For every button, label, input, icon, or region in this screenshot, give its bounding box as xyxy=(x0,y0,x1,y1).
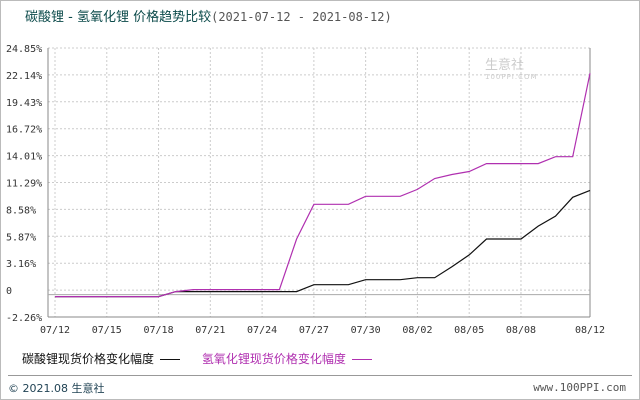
legend: 碳酸锂现货价格变化幅度 氢氧化锂现货价格变化幅度 xyxy=(22,350,372,367)
title-text: 碳酸锂 - 氢氧化锂 价格趋势比较 xyxy=(25,10,212,25)
y-tick-label: 22.14% xyxy=(6,71,42,82)
watermark-name: 生意社 xyxy=(485,58,525,73)
legend-label: 氢氧化锂现货价格变化幅度 xyxy=(201,352,346,366)
footer-copyright: © 2021.08 生意社 xyxy=(8,382,105,395)
y-tick-label: 3.16% xyxy=(6,259,36,270)
watermark-site: 100PPI.COM xyxy=(485,73,538,81)
x-tick-label: 07/30 xyxy=(351,325,381,336)
y-tick-label: 8.58% xyxy=(6,205,36,216)
footer-divider xyxy=(8,375,632,376)
y-tick-label: 0 xyxy=(6,286,12,297)
y-tick-label: 5.87% xyxy=(6,232,36,243)
series-line-1 xyxy=(55,189,591,298)
y-tick-label: 14.01% xyxy=(6,152,42,163)
x-tick-label: 07/21 xyxy=(195,325,225,336)
x-tick-label: 08/12 xyxy=(575,325,605,336)
date-range: (2021-07-12 - 2021-08-12) xyxy=(211,10,392,24)
x-tick-label: 08/08 xyxy=(506,325,536,336)
y-tick-label: 11.29% xyxy=(6,179,42,190)
y-tick-label: 19.43% xyxy=(6,98,42,109)
x-tick-label: 07/18 xyxy=(143,325,173,336)
legend-item-lithium-carbonate: 碳酸锂现货价格变化幅度 xyxy=(22,352,181,366)
chart-title: 碳酸锂 - 氢氧化锂 价格趋势比较(2021-07-12 - 2021-08-1… xyxy=(25,6,392,25)
legend-label: 碳酸锂现货价格变化幅度 xyxy=(22,352,155,366)
y-tick-label: -2.26% xyxy=(6,313,42,324)
x-tick-label: 08/02 xyxy=(402,325,432,336)
legend-swatch xyxy=(160,359,181,360)
legend-swatch xyxy=(351,359,372,360)
x-tick-label: 07/12 xyxy=(40,325,70,336)
x-tick-label: 07/15 xyxy=(92,325,122,336)
watermark-logo: 生意社 100PPI.COM xyxy=(485,54,538,81)
x-tick-label: 08/05 xyxy=(454,325,484,336)
legend-item-lithium-hydroxide: 氢氧化锂现货价格变化幅度 xyxy=(202,352,372,366)
x-tick-label: 07/27 xyxy=(299,325,329,336)
y-tick-label: 16.72% xyxy=(6,125,42,136)
x-tick-label: 07/24 xyxy=(247,325,277,336)
series-line-2 xyxy=(55,73,591,298)
footer-site-link[interactable]: www.100PPI.com xyxy=(533,381,626,394)
y-tick-label: 24.85% xyxy=(6,44,42,55)
